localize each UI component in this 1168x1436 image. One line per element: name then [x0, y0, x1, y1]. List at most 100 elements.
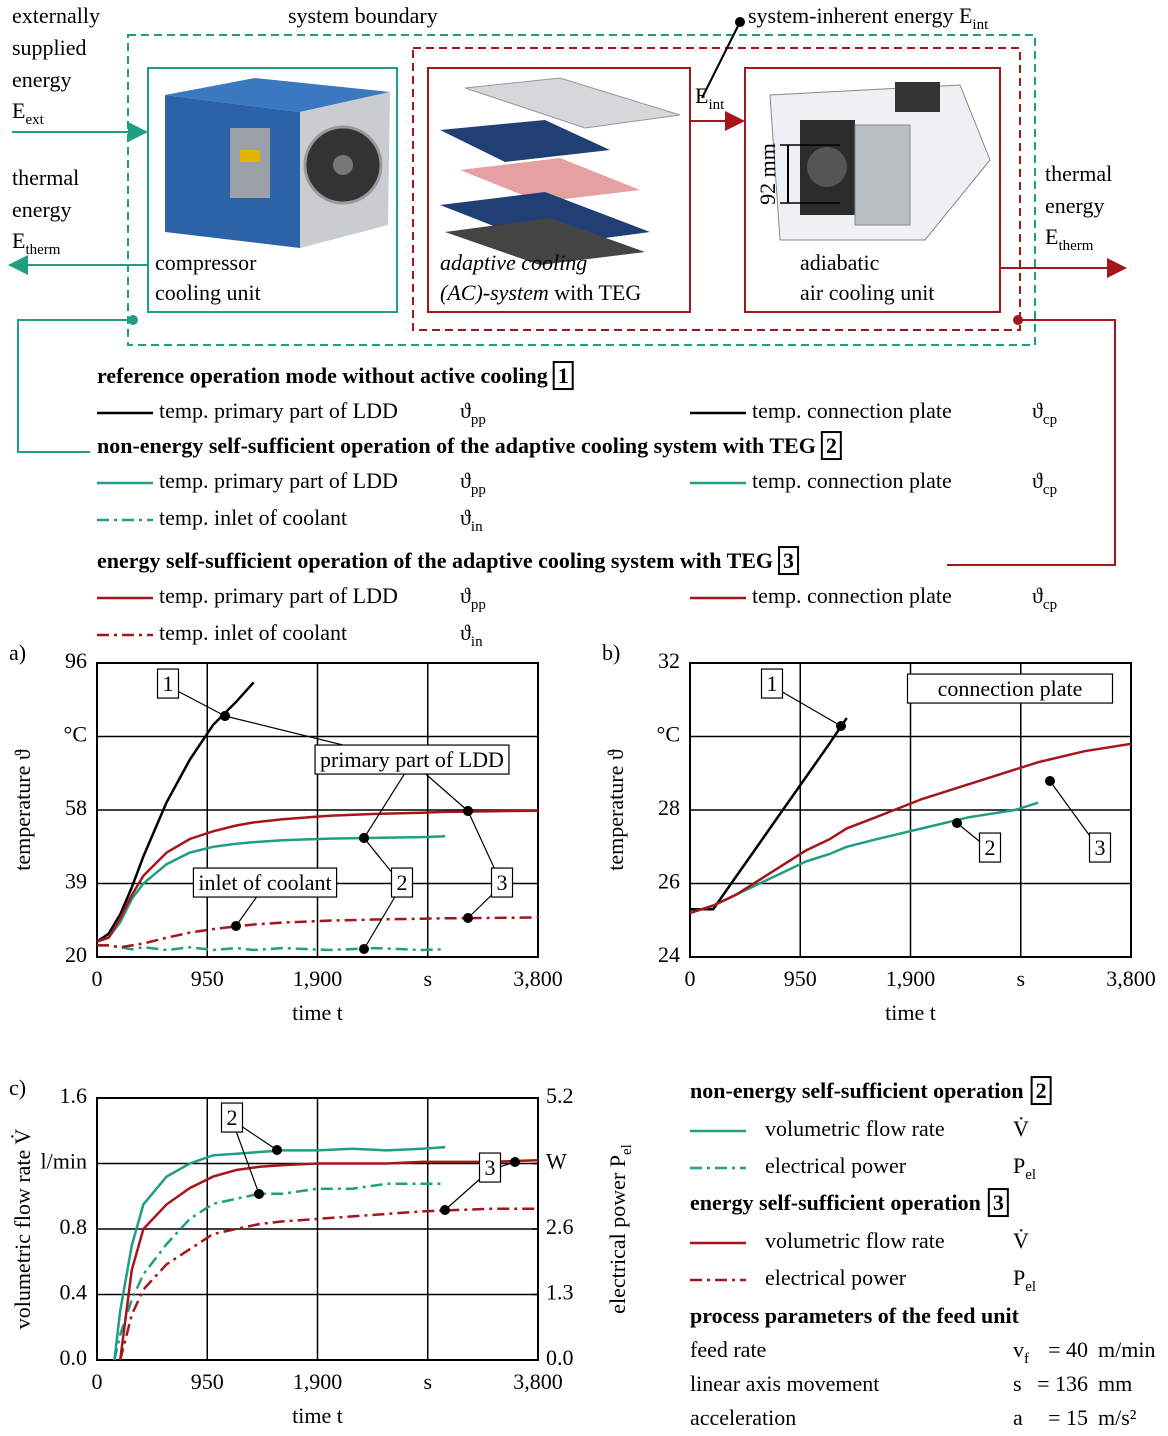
annotation-dot [463, 806, 473, 816]
symbol: Etherm [12, 228, 61, 258]
y-tick-label: 0.8 [60, 1214, 88, 1239]
legend-symbol: ϑcp [1032, 468, 1057, 498]
legend-symbol: ϑcp [1032, 398, 1057, 428]
text-part: ϑ [460, 398, 471, 423]
param-value: = 136 [1037, 1371, 1088, 1396]
legend-label: temp. primary part of LDD [159, 583, 398, 608]
text-part: s [1013, 1371, 1022, 1396]
symbol-base: E [12, 98, 25, 123]
symbol-sub: therm [1058, 238, 1093, 254]
param-label: feed rate [690, 1337, 766, 1362]
y-tick-label: 0.4 [60, 1280, 88, 1305]
label: energy [12, 197, 71, 222]
symbol-sub: el [619, 1144, 635, 1155]
x-tick-label: s [423, 966, 432, 991]
legend-label: temp. primary part of LDD [159, 398, 398, 423]
param-unit: m/min [1098, 1337, 1155, 1362]
x-tick-label: 1,900 [293, 1369, 343, 1394]
legend-symbol: ϑin [460, 620, 483, 650]
y-axis-label: temperature ϑ [603, 749, 628, 871]
symbol-sub: in [471, 634, 483, 650]
label: cooling unit [155, 280, 261, 305]
label: adiabatic [800, 250, 880, 275]
legend-symbol: ϑpp [460, 583, 486, 613]
param-symbol: s [1013, 1371, 1022, 1396]
symbol-base: E [1045, 224, 1058, 249]
label: air cooling unit [800, 280, 934, 305]
text-part: P [1013, 1153, 1025, 1178]
text-part: ϑ [460, 468, 471, 493]
annotation: 3 [497, 870, 508, 895]
x-tick-label: 3,800 [513, 1369, 563, 1394]
y-tick-label: 96 [65, 648, 87, 673]
legend-label: volumetric flow rate [765, 1228, 945, 1253]
y-tick-label: 0.0 [60, 1345, 88, 1370]
panel-label: a) [9, 640, 26, 665]
annotation: 2 [985, 835, 996, 860]
y-tick-label: °C [657, 722, 680, 747]
text-part: electrical power P [605, 1155, 630, 1314]
legend-label: temp. connection plate [752, 583, 952, 608]
legend-symbol: ϑpp [460, 398, 486, 428]
annotation: 2 [227, 1105, 238, 1130]
leader-dot [735, 17, 745, 27]
symbol-sub: el [1025, 1167, 1036, 1183]
symbol-sub: therm [25, 242, 60, 258]
y-tick-label: 20 [65, 942, 87, 967]
annotation-dot [359, 833, 369, 843]
annotation: inlet of coolant [198, 870, 331, 895]
symbol-sub: cp [1043, 482, 1057, 498]
param-label: linear axis movement [690, 1371, 879, 1396]
panel-label: c) [9, 1075, 26, 1100]
connector [947, 320, 1115, 565]
text-part: v [1013, 1337, 1024, 1362]
x-tick-label: 0 [92, 966, 103, 991]
y-tick-label: 24 [658, 942, 680, 967]
x-tick-label: 0 [92, 1369, 103, 1394]
annotation: connection plate [938, 676, 1083, 701]
text-part: ϑ [460, 505, 471, 530]
legend-title: energy self-sufficient operation [690, 1190, 981, 1215]
legend-symbol: V̇ [1013, 1116, 1029, 1141]
annotation-dot [510, 1157, 520, 1167]
legend-label: temp. connection plate [752, 468, 952, 493]
y-tick-label: 39 [65, 869, 87, 894]
symbol-base: E [695, 83, 708, 108]
annotation-dot [1045, 776, 1055, 786]
annotation-dot [952, 818, 962, 828]
annotation-dot [254, 1189, 264, 1199]
param-symbol: vf [1013, 1337, 1029, 1367]
connector-dot [128, 315, 138, 325]
legend-label: electrical power [765, 1153, 907, 1178]
y2-tick-label: 2.6 [546, 1214, 574, 1239]
x-tick-label: 1,900 [293, 966, 343, 991]
y-axis-label: volumetric flow rate V̇ [10, 1129, 35, 1330]
param-value: = 15 [1048, 1405, 1088, 1430]
x-axis-label: time t [292, 1000, 343, 1025]
annotation-dot [231, 921, 241, 931]
annotation: 2 [397, 870, 408, 895]
text-part: ϑ [460, 620, 471, 645]
symbol: Eint [695, 83, 725, 113]
symbol: Eext [12, 98, 45, 128]
figure: externally supplied energy Eext thermal … [0, 0, 1168, 1436]
y-tick-label: 32 [658, 648, 680, 673]
annotation-dot [359, 944, 369, 954]
label: externally [12, 3, 100, 28]
y-tick-label: 28 [658, 795, 680, 820]
symbol-base: E [12, 228, 25, 253]
label-italic: (AC)-system [440, 280, 549, 305]
legend-symbol: V̇ [1013, 1228, 1029, 1253]
label: adaptive cooling [440, 250, 587, 275]
symbol-sub: ext [25, 112, 44, 128]
air-unit-picture [770, 82, 990, 240]
symbol-sub: cp [1043, 597, 1057, 613]
connector-dot [1013, 315, 1023, 325]
symbol-sub: el [1025, 1279, 1036, 1295]
annotation: 3 [1095, 835, 1106, 860]
label: (AC)-system with TEG [440, 280, 641, 305]
y2-tick-label: 5.2 [546, 1083, 574, 1108]
legend-label: electrical power [765, 1265, 907, 1290]
label: system-inherent energy Eint [748, 3, 989, 33]
symbol-sub: in [471, 519, 483, 535]
